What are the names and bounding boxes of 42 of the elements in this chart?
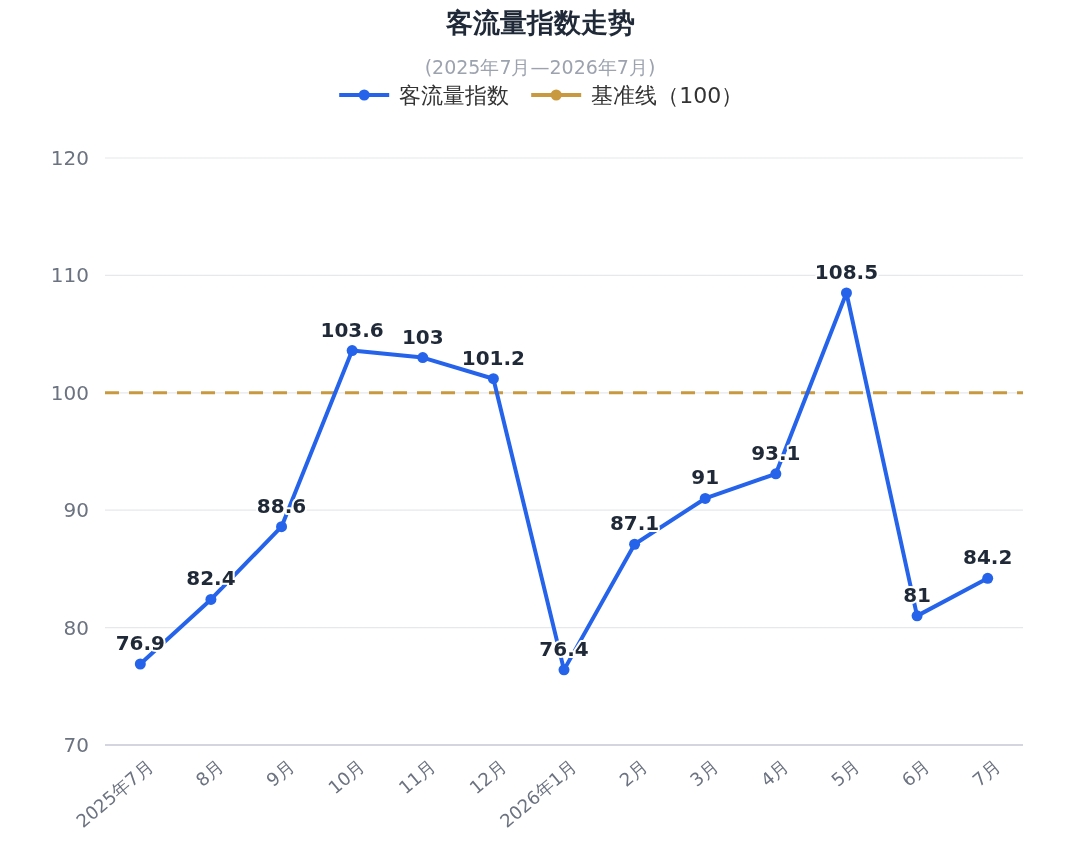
data-label: 108.5 [814, 260, 879, 285]
data-label: 76.9 [115, 630, 165, 655]
data-label: 91 [691, 465, 720, 490]
point [982, 572, 994, 584]
x-tick-label: 11月 [394, 755, 440, 799]
y-tick-label: 110 [50, 263, 89, 288]
point [134, 658, 146, 670]
x-tick-label: 4月 [756, 755, 793, 791]
point [487, 373, 499, 385]
point [911, 610, 923, 622]
point [770, 468, 782, 480]
x-tick-label: 6月 [897, 755, 934, 791]
y-tick-label: 100 [50, 380, 89, 405]
data-label: 84.2 [963, 545, 1013, 570]
point [417, 352, 429, 364]
x-tick-label: 2月 [615, 755, 652, 791]
x-tick-label: 12月 [465, 755, 511, 799]
x-tick-label: 8月 [191, 755, 228, 791]
data-label: 103 [401, 324, 444, 349]
y-tick-label: 80 [63, 615, 89, 640]
point [205, 593, 217, 605]
point [840, 287, 852, 299]
point [276, 521, 288, 533]
x-tick-label: 10月 [323, 755, 369, 799]
point [558, 664, 570, 676]
x-tick-label: 9月 [262, 755, 299, 791]
y-tick-label: 120 [50, 146, 89, 170]
chart-title: 客流量指数走势 [444, 7, 635, 38]
x-tick-label: 3月 [685, 755, 722, 791]
x-tick-label: 5月 [827, 755, 864, 791]
point [699, 492, 711, 504]
data-label: 87.1 [609, 511, 660, 536]
data-label: 103.6 [320, 317, 384, 342]
legend-label: 客流量指数 [399, 82, 510, 108]
data-label: 101.2 [461, 345, 526, 370]
y-tick-label: 70 [63, 733, 89, 757]
x-tick-label: 7月 [968, 755, 1005, 791]
point [346, 345, 358, 357]
legend-label: 基准线（100） [591, 82, 744, 108]
point [629, 538, 641, 550]
y-tick-label: 90 [63, 498, 89, 523]
chart-subtitle: (2025年7月—2026年7月) [424, 56, 656, 78]
